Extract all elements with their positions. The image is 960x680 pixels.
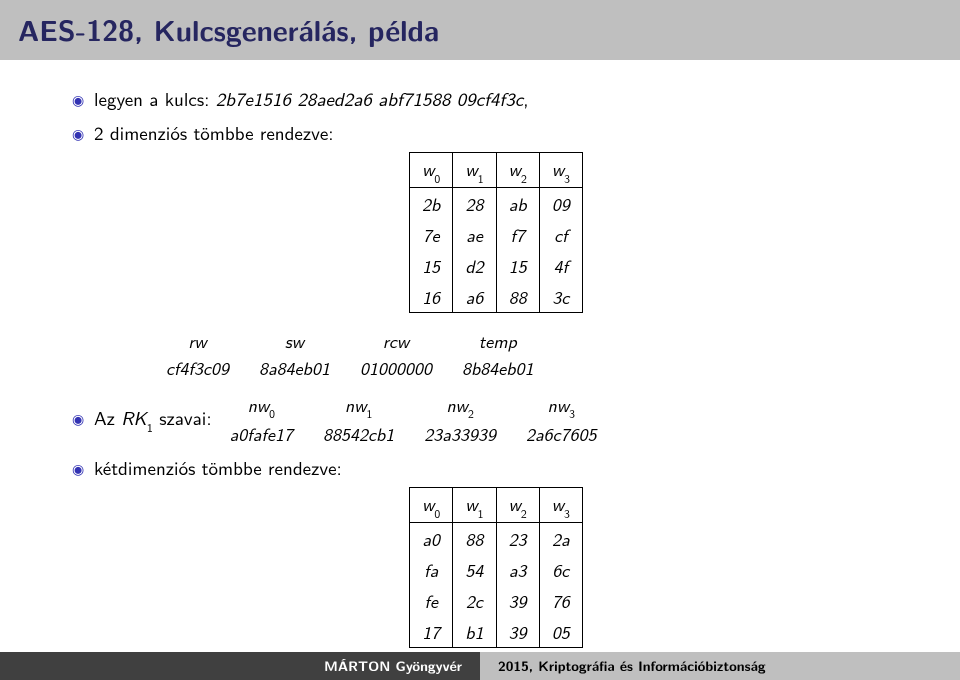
table-row: 16a6883c [410, 281, 583, 313]
step-header: sw [259, 327, 330, 354]
nw-value: a0fafe17 [230, 420, 293, 447]
table-2: w0 w1 w2 w3 a088232a fa54a36c fe2c3976 1… [409, 487, 583, 648]
step-col: temp 8b84eb01 [462, 327, 534, 381]
title-bar: AES-128, Kulcsgenerálás, példa [0, 0, 960, 60]
slide-title: AES-128, Kulcsgenerálás, példa [18, 8, 942, 50]
step-value: 8b84eb01 [462, 354, 534, 381]
bullet-1: ◉ legyen a kulcs: 2b7e1516 28aed2a6 abf7… [72, 84, 920, 112]
nw-col: nw2 23a33939 [424, 391, 496, 448]
slide-content: ◉ legyen a kulcs: 2b7e1516 28aed2a6 abf7… [0, 60, 960, 648]
bullet1-suffix: , [523, 84, 528, 112]
footer-left: MÁRTON Gyöngyvér [0, 652, 480, 680]
step-col: rw cf4f3c09 [166, 327, 229, 381]
bullet-icon: ◉ [72, 409, 94, 429]
step-value: 01000000 [360, 354, 432, 381]
step-col: rcw 01000000 [360, 327, 432, 381]
table-row: 2b28ab09 [410, 187, 583, 219]
nw-col: nw3 2a6c7605 [526, 391, 597, 448]
bullet-icon: ◉ [72, 124, 94, 144]
step-col: sw 8a84eb01 [259, 327, 330, 381]
table-row: w0 w1 w2 w3 [410, 488, 583, 523]
footer: MÁRTON Gyöngyvér 2015, Kriptográfia és I… [0, 652, 960, 680]
footer-right: 2015, Kriptográfia és Információbiztonsá… [480, 652, 960, 680]
step-value: cf4f3c09 [166, 354, 229, 381]
table-row: 17b13905 [410, 616, 583, 648]
nw-row: nw0 a0fafe17 nw1 88542cb1 nw2 23a33939 n… [230, 391, 597, 448]
bullet-3-text: Az RK1 szavai: [94, 403, 212, 434]
bullet-2: ◉ 2 dimenziós tömbbe rendezve: [72, 118, 920, 146]
nw-value: 23a33939 [424, 420, 496, 447]
table-row: fe2c3976 [410, 585, 583, 616]
nw-col: nw1 88542cb1 [323, 391, 394, 448]
step-row: rw cf4f3c09 sw 8a84eb01 rcw 01000000 tem… [166, 327, 920, 381]
bullet-1-text: legyen a kulcs: 2b7e1516 28aed2a6 abf715… [94, 84, 529, 112]
table-row: 7eaef7cf [410, 219, 583, 250]
table-row: a088232a [410, 522, 583, 554]
step-header: rcw [360, 327, 432, 354]
step-header: temp [462, 327, 534, 354]
nw-value: 2a6c7605 [526, 420, 597, 447]
bullet1-hex: 2b7e1516 28aed2a6 abf71588 09cf4f3c [216, 84, 524, 112]
bullet-4-text: kétdimenziós tömbbe rendezve: [94, 453, 342, 481]
bullet-3: ◉ Az RK1 szavai: nw0 a0fafe17 nw1 88542c… [72, 391, 920, 448]
step-value: 8a84eb01 [259, 354, 330, 381]
table-row: 15d2154f [410, 250, 583, 281]
table-row: fa54a36c [410, 554, 583, 585]
nw-value: 88542cb1 [323, 420, 394, 447]
bullet-icon: ◉ [72, 459, 94, 479]
table-1: w0 w1 w2 w3 2b28ab09 7eaef7cf 15d2154f 1… [409, 152, 583, 313]
bullet-2-text: 2 dimenziós tömbbe rendezve: [94, 118, 334, 146]
nw-col: nw0 a0fafe17 [230, 391, 293, 448]
step-header: rw [166, 327, 229, 354]
bullet-4: ◉ kétdimenziós tömbbe rendezve: [72, 453, 920, 481]
bullet1-prefix: legyen a kulcs: [94, 84, 216, 112]
bullet-icon: ◉ [72, 90, 94, 110]
table-row: w0 w1 w2 w3 [410, 153, 583, 188]
